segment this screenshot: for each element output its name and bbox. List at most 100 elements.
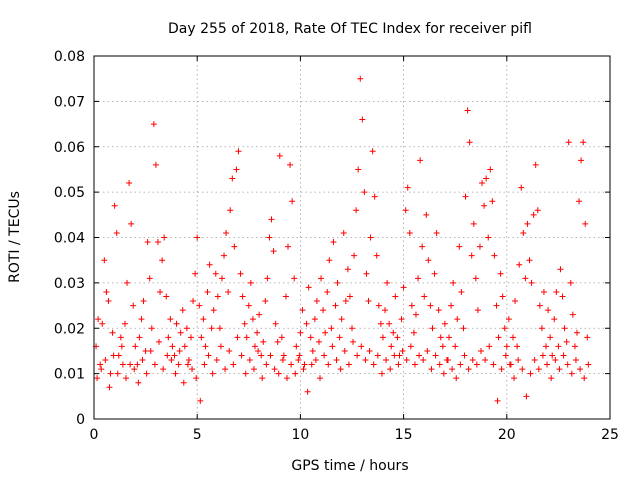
- data-point: [544, 361, 551, 368]
- data-point: [185, 357, 192, 364]
- data-point: [336, 334, 343, 341]
- data-point: [189, 366, 196, 373]
- data-point: [585, 361, 592, 368]
- data-point: [444, 357, 451, 364]
- data-point: [453, 375, 460, 382]
- data-point: [204, 288, 211, 295]
- data-point: [97, 361, 104, 368]
- data-point: [503, 343, 510, 350]
- data-point: [325, 361, 332, 368]
- data-point: [580, 139, 587, 146]
- data-point: [374, 352, 381, 359]
- y-tick-label: 0.07: [54, 94, 85, 110]
- data-point: [474, 307, 481, 314]
- data-point: [124, 279, 131, 286]
- y-tick-label: 0.01: [54, 367, 85, 383]
- data-point: [309, 347, 316, 354]
- y-axis-ticks: 0 0.01 0.02 0.03 0.04 0.05 0.06 0.07 0.08: [54, 49, 610, 428]
- data-point: [553, 288, 560, 295]
- data-point: [354, 352, 361, 359]
- data-point: [130, 302, 137, 309]
- data-point: [470, 220, 477, 227]
- data-point: [313, 298, 320, 305]
- data-point: [242, 370, 249, 377]
- data-point: [582, 220, 589, 227]
- data-point: [540, 288, 547, 295]
- data-point: [482, 357, 489, 364]
- data-point: [421, 293, 428, 300]
- data-point: [363, 270, 370, 277]
- data-point: [154, 239, 161, 246]
- data-point: [304, 388, 311, 395]
- data-point: [169, 343, 176, 350]
- data-point: [534, 207, 541, 214]
- data-point: [560, 352, 567, 359]
- data-point: [238, 352, 245, 359]
- data-point: [527, 370, 534, 377]
- data-point: [395, 361, 402, 368]
- y-tick-label: 0.02: [54, 321, 85, 337]
- data-point: [452, 343, 459, 350]
- data-point: [536, 302, 543, 309]
- data-point: [135, 379, 142, 386]
- data-point: [433, 229, 440, 236]
- data-point: [111, 202, 118, 209]
- data-point: [410, 329, 417, 336]
- data-point: [246, 357, 253, 364]
- data-point: [366, 347, 373, 354]
- data-point: [329, 343, 336, 350]
- data-point: [193, 375, 200, 382]
- data-point: [531, 357, 538, 364]
- data-point: [131, 366, 138, 373]
- data-point: [225, 288, 232, 295]
- data-point: [136, 334, 143, 341]
- data-point: [404, 184, 411, 191]
- data-point: [264, 275, 271, 282]
- data-point: [552, 357, 559, 364]
- data-point: [387, 366, 394, 373]
- data-point: [472, 275, 479, 282]
- data-point: [349, 325, 355, 332]
- data-point: [121, 320, 128, 327]
- data-point: [440, 370, 447, 377]
- data-point: [377, 320, 384, 327]
- data-point: [478, 347, 484, 354]
- data-point: [173, 320, 180, 327]
- data-point: [231, 243, 238, 250]
- data-point: [212, 270, 219, 277]
- data-point: [371, 193, 378, 200]
- data-point: [569, 311, 576, 318]
- x-axis-ticks: 0 5 10 15 20 25: [90, 56, 619, 443]
- data-point: [350, 338, 357, 345]
- data-point: [563, 338, 570, 345]
- data-point: [359, 116, 366, 123]
- x-tick-label: 25: [601, 427, 619, 443]
- data-point: [119, 361, 126, 368]
- data-point: [332, 302, 339, 309]
- data-point: [105, 298, 112, 305]
- data-point: [295, 357, 302, 364]
- data-point: [293, 343, 300, 350]
- data-point: [337, 366, 344, 373]
- data-point: [180, 379, 187, 386]
- data-point: [291, 275, 298, 282]
- data-point: [523, 393, 530, 400]
- data-point: [249, 316, 256, 323]
- data-point: [555, 343, 562, 350]
- data-point: [276, 152, 283, 159]
- data-point: [425, 257, 432, 264]
- data-point: [429, 325, 436, 332]
- data-point: [147, 347, 154, 354]
- data-point: [565, 139, 572, 146]
- data-point: [167, 316, 174, 323]
- data-point: [237, 270, 244, 277]
- data-point: [514, 343, 521, 350]
- data-point: [260, 338, 267, 345]
- data-point: [581, 375, 588, 382]
- data-point: [532, 161, 539, 168]
- data-point: [262, 298, 269, 305]
- data-point: [289, 198, 296, 205]
- data-point: [190, 298, 197, 305]
- data-point: [279, 357, 286, 364]
